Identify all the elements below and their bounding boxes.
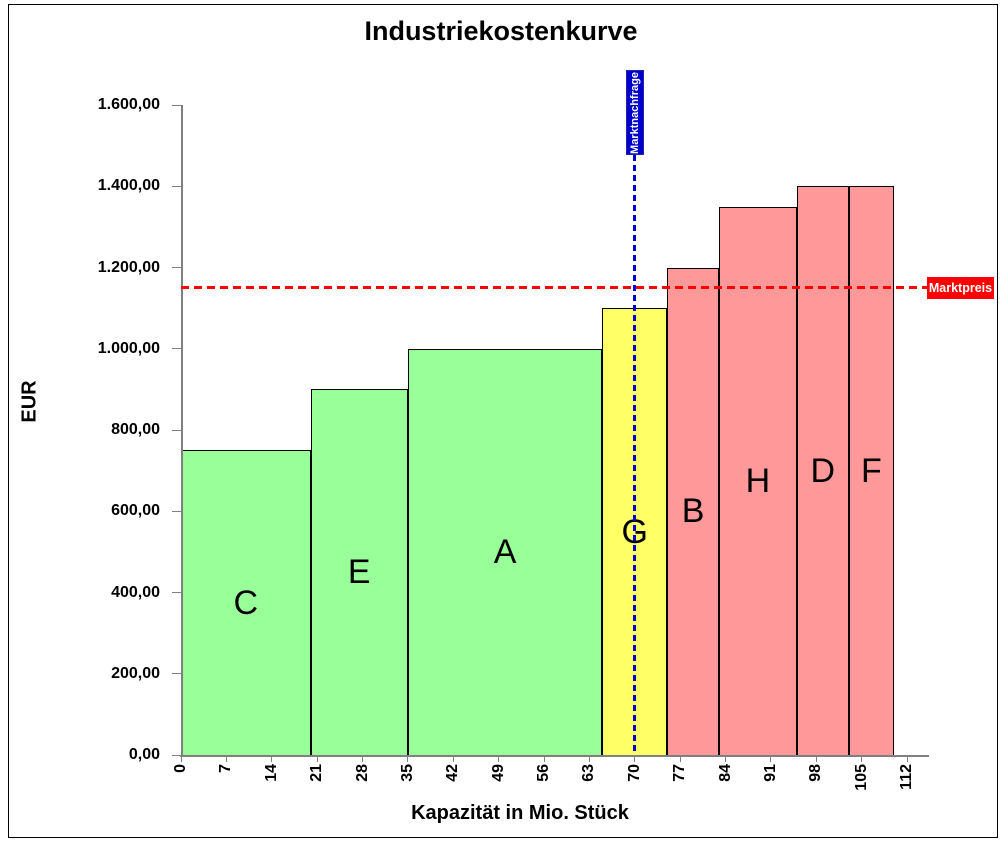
bar-F: F (848, 186, 895, 756)
x-tick-label: 77 (671, 764, 689, 782)
x-tick (362, 755, 363, 762)
y-tick (172, 104, 181, 106)
price-label: Marktpreis (928, 280, 993, 295)
y-tick-label: 0,00 (128, 746, 160, 763)
bar-B: B (667, 267, 719, 756)
y-axis-line (181, 105, 183, 755)
y-tick-label: 400,00 (111, 583, 160, 601)
demand-label-box: Marktnachfrage (625, 70, 644, 155)
x-axis-title: Kapazität in Mio. Stück (411, 802, 629, 824)
x-tick (452, 755, 454, 762)
x-tick (906, 755, 908, 762)
bar-E: E (310, 389, 408, 756)
x-tick (407, 755, 409, 762)
x-tick-label: 105 (852, 764, 870, 791)
bar-label-C: C (233, 583, 259, 622)
y-tick (172, 592, 181, 593)
bar-label-B: B (681, 492, 705, 531)
y-tick-label: 800,00 (111, 421, 160, 438)
x-tick-label: 98 (807, 764, 825, 782)
x-tick-label: 49 (489, 764, 507, 782)
y-tick-label: 1.400,00 (97, 177, 160, 195)
y-tick (172, 429, 181, 431)
bar-label-A: A (493, 532, 517, 571)
x-tick (498, 755, 500, 762)
y-tick (172, 510, 181, 512)
x-tick-label: 84 (716, 764, 734, 782)
x-tick-label: 42 (444, 764, 462, 782)
y-tick-label: 1.600,00 (97, 96, 160, 113)
y-tick (172, 673, 181, 675)
x-axis-line (180, 755, 929, 757)
bar-C: C (181, 450, 311, 756)
x-tick-label: 112 (898, 764, 915, 790)
y-tick (172, 185, 181, 187)
y-tick (172, 348, 181, 350)
x-tick (679, 755, 681, 762)
bar-H: H (719, 206, 797, 756)
x-tick (815, 755, 817, 762)
y-tick-label: 1.000,00 (97, 339, 160, 357)
x-tick-label: 7 (217, 764, 235, 773)
bar-D: D (796, 186, 849, 756)
bar-label-D: D (810, 451, 835, 490)
bar-label-H: H (745, 461, 771, 500)
y-tick-label: 1.200,00 (97, 258, 160, 276)
x-tick (543, 755, 545, 762)
bar-label-E: E (347, 553, 371, 592)
x-tick (271, 755, 273, 762)
x-tick (180, 755, 182, 762)
x-tick (225, 755, 227, 762)
demand-label: Marktnachfrage (628, 71, 641, 154)
price-line (181, 286, 927, 290)
bar-A: A (407, 348, 603, 756)
y-tick (172, 754, 181, 756)
x-tick-label: 0 (172, 764, 189, 773)
x-tick (588, 755, 590, 762)
x-tick-label: 35 (398, 764, 416, 782)
x-tick-label: 63 (580, 764, 598, 782)
x-tick (770, 755, 772, 762)
x-tick-label: 56 (535, 764, 552, 782)
x-tick-label: 14 (262, 764, 280, 782)
y-tick-label: 200,00 (111, 664, 160, 682)
x-tick (634, 755, 636, 762)
demand-line (633, 155, 637, 755)
x-tick-label: 21 (308, 764, 326, 782)
x-tick-label: 28 (353, 764, 371, 782)
price-label-box: Marktpreis (927, 276, 994, 299)
x-tick (725, 755, 726, 762)
x-tick-label: 91 (761, 764, 779, 782)
y-tick (172, 267, 181, 268)
x-tick (316, 755, 318, 762)
y-tick-label: 600,00 (111, 502, 160, 520)
x-tick (861, 755, 863, 762)
chart-title: Industriekostenkurve (364, 16, 638, 46)
x-tick-label: 70 (625, 764, 643, 782)
bar-label-F: F (860, 451, 882, 490)
